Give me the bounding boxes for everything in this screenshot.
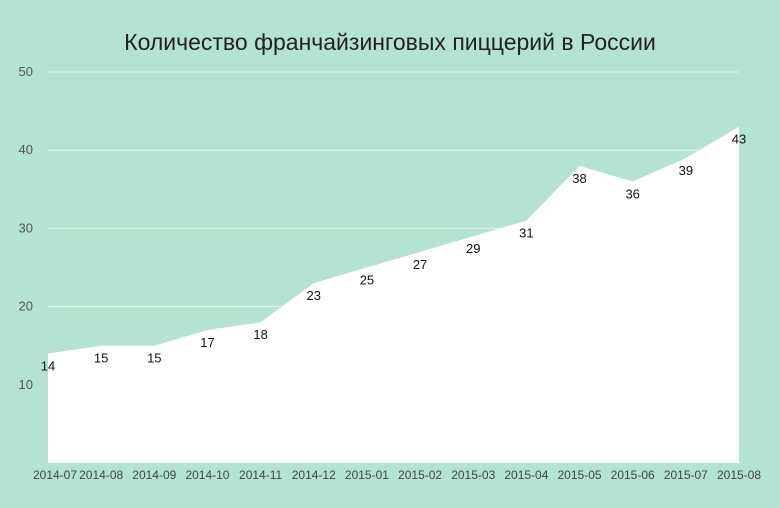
x-tick-label: 2015-06 [611, 468, 655, 482]
x-tick-label: 2015-07 [664, 468, 708, 482]
data-label: 38 [572, 171, 586, 186]
y-tick-label: 50 [19, 64, 33, 79]
y-tick-label: 20 [19, 299, 33, 314]
y-tick-label: 10 [19, 377, 33, 392]
data-label: 14 [41, 359, 55, 374]
data-label: 39 [679, 163, 693, 178]
data-label: 15 [94, 351, 108, 366]
data-label: 15 [147, 351, 161, 366]
plot-area [48, 126, 739, 464]
x-tick-label: 2015-08 [717, 468, 761, 482]
x-tick-label: 2015-02 [398, 468, 442, 482]
data-label: 31 [519, 226, 533, 241]
x-tick-label: 2015-05 [558, 468, 602, 482]
data-label: 25 [360, 273, 374, 288]
x-tick-label: 2014-09 [132, 468, 176, 482]
data-label: 17 [200, 335, 214, 350]
x-tick-label: 2014-11 [239, 468, 282, 482]
data-label: 27 [413, 257, 427, 272]
x-tick-label: 2014-08 [79, 468, 123, 482]
data-label: 23 [307, 288, 321, 303]
x-tick-label: 2015-01 [345, 468, 389, 482]
data-label: 36 [625, 186, 639, 201]
y-tick-label: 30 [19, 220, 33, 235]
x-tick-label: 2014-12 [292, 468, 336, 482]
data-label: 18 [253, 327, 267, 342]
data-label: 29 [466, 241, 480, 256]
area-series [48, 126, 739, 464]
y-axis: 10 20 30 40 50 [19, 64, 33, 392]
x-tick-label: 2014-07 [33, 468, 77, 482]
x-axis: 2014-07 2014-08 2014-09 2014-10 2014-11 2014-… [33, 468, 761, 482]
data-label: 43 [732, 132, 746, 147]
chart-title: Количество франчайзинговых пиццерий в Ро… [124, 29, 656, 55]
x-tick-label: 2014-10 [185, 468, 229, 482]
data-labels: 14 15 15 17 18 23 25 27 29 31 38 36 39 43 [41, 132, 746, 374]
x-tick-label: 2015-04 [504, 468, 548, 482]
y-tick-label: 40 [19, 142, 33, 157]
x-tick-label: 2015-03 [451, 468, 495, 482]
